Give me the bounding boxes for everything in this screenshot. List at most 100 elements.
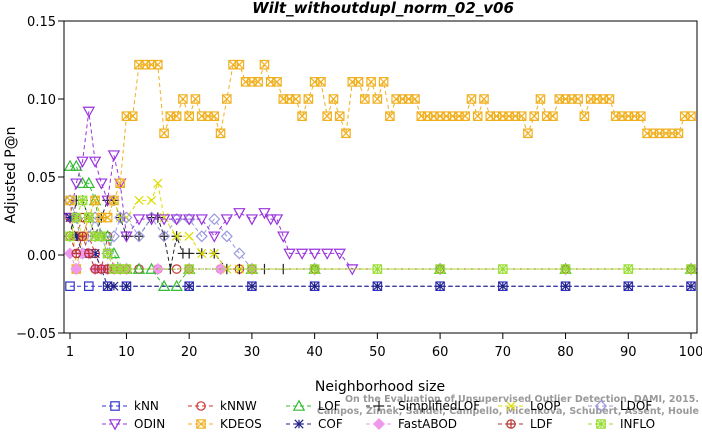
legend-marker bbox=[294, 419, 304, 429]
legend-marker bbox=[373, 400, 385, 412]
data-point-lof bbox=[63, 159, 77, 171]
x-tick-label: 70 bbox=[495, 345, 512, 360]
data-point-kdeos bbox=[209, 111, 220, 121]
data-point-cof bbox=[435, 281, 445, 291]
data-point-simplifiedlof bbox=[158, 231, 170, 242]
data-point-ldof bbox=[208, 213, 221, 226]
data-point-cof bbox=[71, 231, 81, 241]
data-point-inflo bbox=[96, 231, 107, 242]
data-point-loop bbox=[209, 248, 219, 259]
data-point-lof bbox=[157, 279, 171, 291]
data-point-ldof bbox=[107, 230, 120, 243]
series-odin bbox=[63, 106, 359, 276]
series-line-lof bbox=[70, 165, 691, 287]
legend-marker bbox=[110, 401, 120, 411]
data-point-kdeos bbox=[479, 94, 489, 104]
legend-item-odin: ODIN bbox=[102, 417, 165, 431]
data-point-cof bbox=[310, 281, 320, 291]
x-tick-label: 20 bbox=[181, 345, 198, 360]
data-point-odin bbox=[107, 150, 121, 162]
data-point-cof bbox=[65, 212, 75, 223]
data-point-kdeos bbox=[341, 128, 351, 139]
series-line-knnw bbox=[69, 216, 691, 271]
data-point-kdeos bbox=[636, 111, 646, 121]
data-point-kdeos bbox=[159, 128, 169, 139]
data-point-ldof bbox=[63, 194, 77, 207]
data-point-kdeos bbox=[322, 111, 332, 121]
data-point-odin bbox=[70, 178, 83, 190]
data-point-kdeos bbox=[291, 94, 301, 104]
series-line-cof bbox=[69, 217, 691, 287]
y-tick-label: 0.05 bbox=[27, 171, 56, 186]
legend-marker bbox=[292, 399, 306, 411]
legend-label: LDF bbox=[530, 417, 553, 431]
legend-item-kdeos: KDEOS bbox=[188, 417, 262, 431]
series-ldof bbox=[63, 194, 698, 276]
legend-item-inflo: INFLO bbox=[588, 417, 655, 431]
data-point-lof bbox=[82, 176, 96, 189]
legend-item-cof: COF bbox=[286, 417, 343, 431]
series-line-odin bbox=[69, 111, 353, 270]
legend-label: SimplifiedLOF bbox=[398, 399, 480, 413]
data-point-ldof bbox=[132, 230, 146, 243]
data-point-ldof bbox=[95, 230, 108, 243]
data-point-simplifiedlof bbox=[183, 248, 195, 259]
data-point-ldof bbox=[145, 211, 158, 224]
data-point-kdeos bbox=[673, 128, 684, 139]
data-point-ldof bbox=[70, 211, 83, 224]
legend-item-knn: kNN bbox=[102, 399, 159, 413]
legend-label: LDOF bbox=[620, 399, 652, 413]
data-point-ldof bbox=[82, 230, 95, 243]
data-point-odin bbox=[95, 178, 108, 190]
legend-item-loop: LoOP bbox=[498, 399, 561, 413]
data-point-kdeos bbox=[222, 94, 232, 104]
data-point-odin bbox=[277, 231, 290, 243]
legend-item-knnw: kNNW bbox=[188, 399, 257, 413]
data-point-inflo bbox=[77, 195, 88, 206]
data-point-ldof bbox=[195, 230, 208, 243]
legend: kNN kNNW LOF SimplifiedLOF LoOP LDOF ODIN KDEOS… bbox=[102, 399, 655, 431]
data-point-odin bbox=[195, 214, 208, 226]
data-point-inflo bbox=[184, 264, 194, 274]
data-point-loop bbox=[234, 264, 244, 274]
data-point-cof bbox=[247, 281, 257, 291]
data-point-kdeos bbox=[253, 77, 263, 87]
data-point-kdeos bbox=[184, 111, 194, 121]
data-point-odin bbox=[157, 214, 171, 226]
legend-label: LoOP bbox=[530, 399, 561, 413]
data-point-kdeos bbox=[686, 111, 696, 121]
data-point-cof bbox=[686, 281, 696, 291]
data-point-odin bbox=[88, 156, 102, 168]
x-axis-label: Neighborhood size bbox=[315, 379, 445, 395]
data-point-odin bbox=[82, 106, 96, 118]
data-point-kdeos bbox=[178, 94, 188, 104]
data-point-cof bbox=[623, 281, 633, 291]
x-tick-label: 40 bbox=[306, 345, 323, 360]
data-point-kdeos bbox=[115, 178, 125, 189]
x-tick-label: 10 bbox=[118, 345, 135, 360]
data-point-inflo bbox=[498, 264, 508, 274]
data-point-kdeos bbox=[90, 195, 100, 206]
data-point-loop bbox=[134, 195, 144, 206]
data-point-odin bbox=[145, 214, 158, 226]
data-point-inflo bbox=[309, 264, 320, 274]
data-point-kdeos bbox=[328, 94, 339, 104]
data-point-kdeos bbox=[548, 111, 558, 121]
data-point-kdeos bbox=[366, 77, 376, 87]
series-simplifiedlof bbox=[64, 195, 697, 275]
legend-item-ldf: LDF bbox=[498, 417, 553, 431]
plot-area bbox=[63, 59, 698, 291]
data-point-inflo bbox=[102, 248, 113, 259]
data-point-odin bbox=[258, 208, 271, 220]
data-point-kdeos bbox=[360, 94, 370, 104]
data-point-ldf bbox=[84, 248, 94, 259]
data-point-kdeos bbox=[215, 128, 226, 139]
data-point-kdeos bbox=[579, 111, 590, 121]
data-point-kdeos bbox=[171, 111, 182, 121]
watermark-line-2: On the Evaluation of Unsupervised Outlie… bbox=[345, 394, 699, 405]
x-tick-label: 30 bbox=[244, 345, 261, 360]
legend-marker bbox=[594, 399, 608, 413]
legend-item-lof: LOF bbox=[286, 399, 341, 413]
data-point-knn bbox=[84, 281, 94, 291]
data-point-kdeos bbox=[234, 59, 245, 70]
